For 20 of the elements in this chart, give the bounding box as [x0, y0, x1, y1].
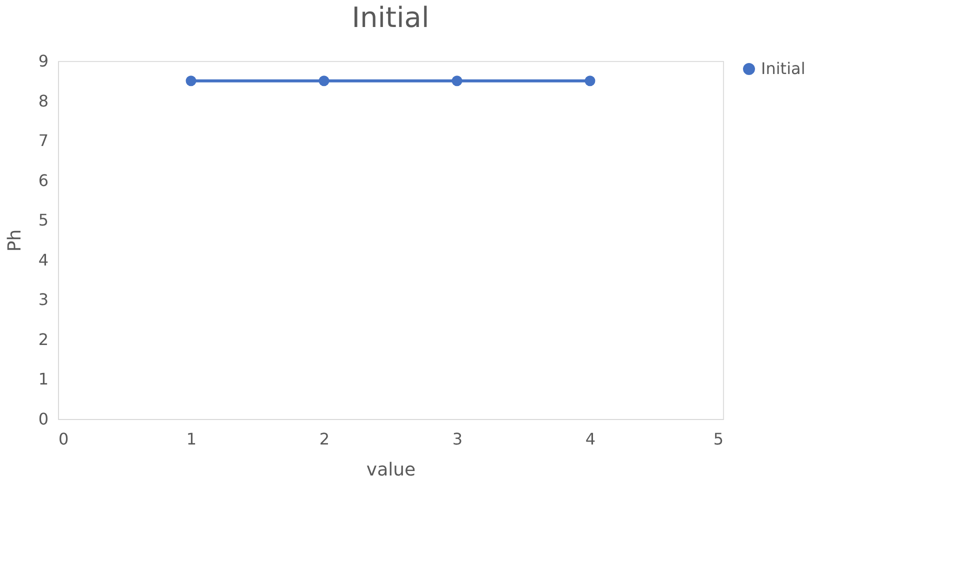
x-tick-label: 0	[58, 430, 69, 448]
x-tick-label: 5	[713, 430, 724, 448]
y-tick-label: 8	[38, 91, 48, 110]
y-tick-label: 9	[38, 52, 48, 70]
y-tick-label: 0	[38, 410, 48, 428]
legend-label: Initial	[761, 59, 806, 78]
x-axis-title: value	[366, 460, 416, 480]
y-axis-title: Ph	[4, 229, 26, 252]
y-tick-label: 1	[38, 370, 48, 389]
x-tick-label: 3	[452, 430, 463, 448]
y-tick-label: 2	[38, 330, 48, 349]
y-tick-label: 5	[38, 210, 48, 230]
y-tick-label: 3	[38, 290, 48, 310]
x-tick-label: 4	[585, 430, 596, 448]
y-tick-label: 4	[38, 250, 48, 270]
y-tick-label: 6	[38, 170, 48, 190]
y-tick-label: 7	[38, 131, 48, 150]
x-tick-label: 2	[319, 430, 330, 448]
x-tick-label: 1	[186, 430, 197, 448]
chart-title: Initial	[352, 1, 430, 34]
